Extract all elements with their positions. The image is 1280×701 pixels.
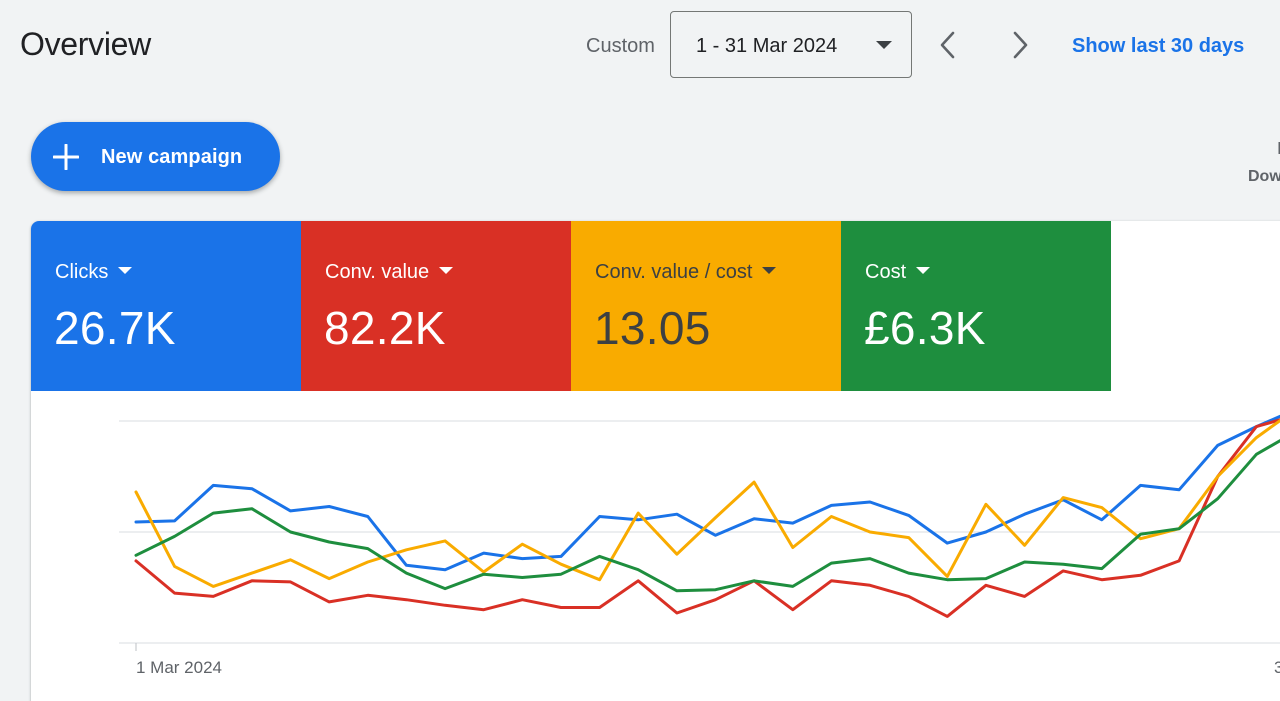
- x-tick-label-end: 3: [1274, 658, 1280, 677]
- metric-tile-clicks[interactable]: Clicks 26.7K: [31, 221, 301, 391]
- chevron-right-icon: [1013, 31, 1028, 59]
- series-line-cost: [134, 438, 1280, 593]
- dropdown-caret-icon: [439, 267, 454, 275]
- date-range-value: 1 - 31 Mar 2024: [696, 35, 838, 57]
- metric-name: Conv. value: [325, 261, 454, 284]
- performance-line-chart: 1 Mar 2024 3: [119, 414, 1280, 677]
- metric-name: Cost: [865, 261, 931, 284]
- metric-value: 82.2K: [324, 302, 446, 354]
- metric-tile-cost[interactable]: Cost £6.3K: [841, 221, 1111, 391]
- x-tick-label-start: 1 Mar 2024: [136, 658, 222, 677]
- series-line-conv-value-cost: [134, 418, 1280, 588]
- download-button[interactable]: Download: [1240, 140, 1280, 190]
- metric-value: 13.05: [594, 302, 711, 354]
- next-period-button[interactable]: [1001, 25, 1037, 65]
- metric-name-text: Conv. value: [325, 261, 430, 283]
- metric-value: £6.3K: [864, 302, 986, 354]
- date-range-picker[interactable]: 1 - 31 Mar 2024: [670, 11, 912, 78]
- dropdown-caret-icon: [762, 267, 777, 275]
- new-campaign-label: New campaign: [101, 146, 243, 168]
- metric-name-text: Cost: [865, 261, 907, 283]
- previous-period-button[interactable]: [931, 25, 967, 65]
- plus-icon: [53, 144, 79, 170]
- date-range-label: Custom: [586, 35, 655, 57]
- download-label: Download: [1248, 168, 1280, 185]
- series-line-clicks: [134, 414, 1280, 572]
- chevron-left-icon: [940, 31, 955, 59]
- series-line-conv-value: [134, 418, 1280, 618]
- new-campaign-button[interactable]: New campaign: [31, 122, 280, 191]
- dropdown-caret-icon: [876, 41, 892, 49]
- performance-card: Clicks 26.7K Conv. value 82.2K Conv. val…: [31, 221, 1280, 701]
- dropdown-caret-icon: [118, 267, 133, 275]
- metric-tile-conv-value-per-cost[interactable]: Conv. value / cost 13.05: [571, 221, 841, 391]
- download-icon: [1278, 142, 1280, 154]
- metric-name-text: Conv. value / cost: [595, 261, 753, 283]
- page-title: Overview: [20, 26, 151, 62]
- dropdown-caret-icon: [916, 267, 931, 275]
- metric-name-text: Clicks: [55, 261, 109, 283]
- metric-value: 26.7K: [54, 302, 176, 354]
- show-last-30-days-link[interactable]: Show last 30 days: [1072, 35, 1245, 57]
- metric-tile-conv-value[interactable]: Conv. value 82.2K: [301, 221, 571, 391]
- metric-name: Conv. value / cost: [595, 261, 777, 284]
- metric-name: Clicks: [55, 261, 133, 284]
